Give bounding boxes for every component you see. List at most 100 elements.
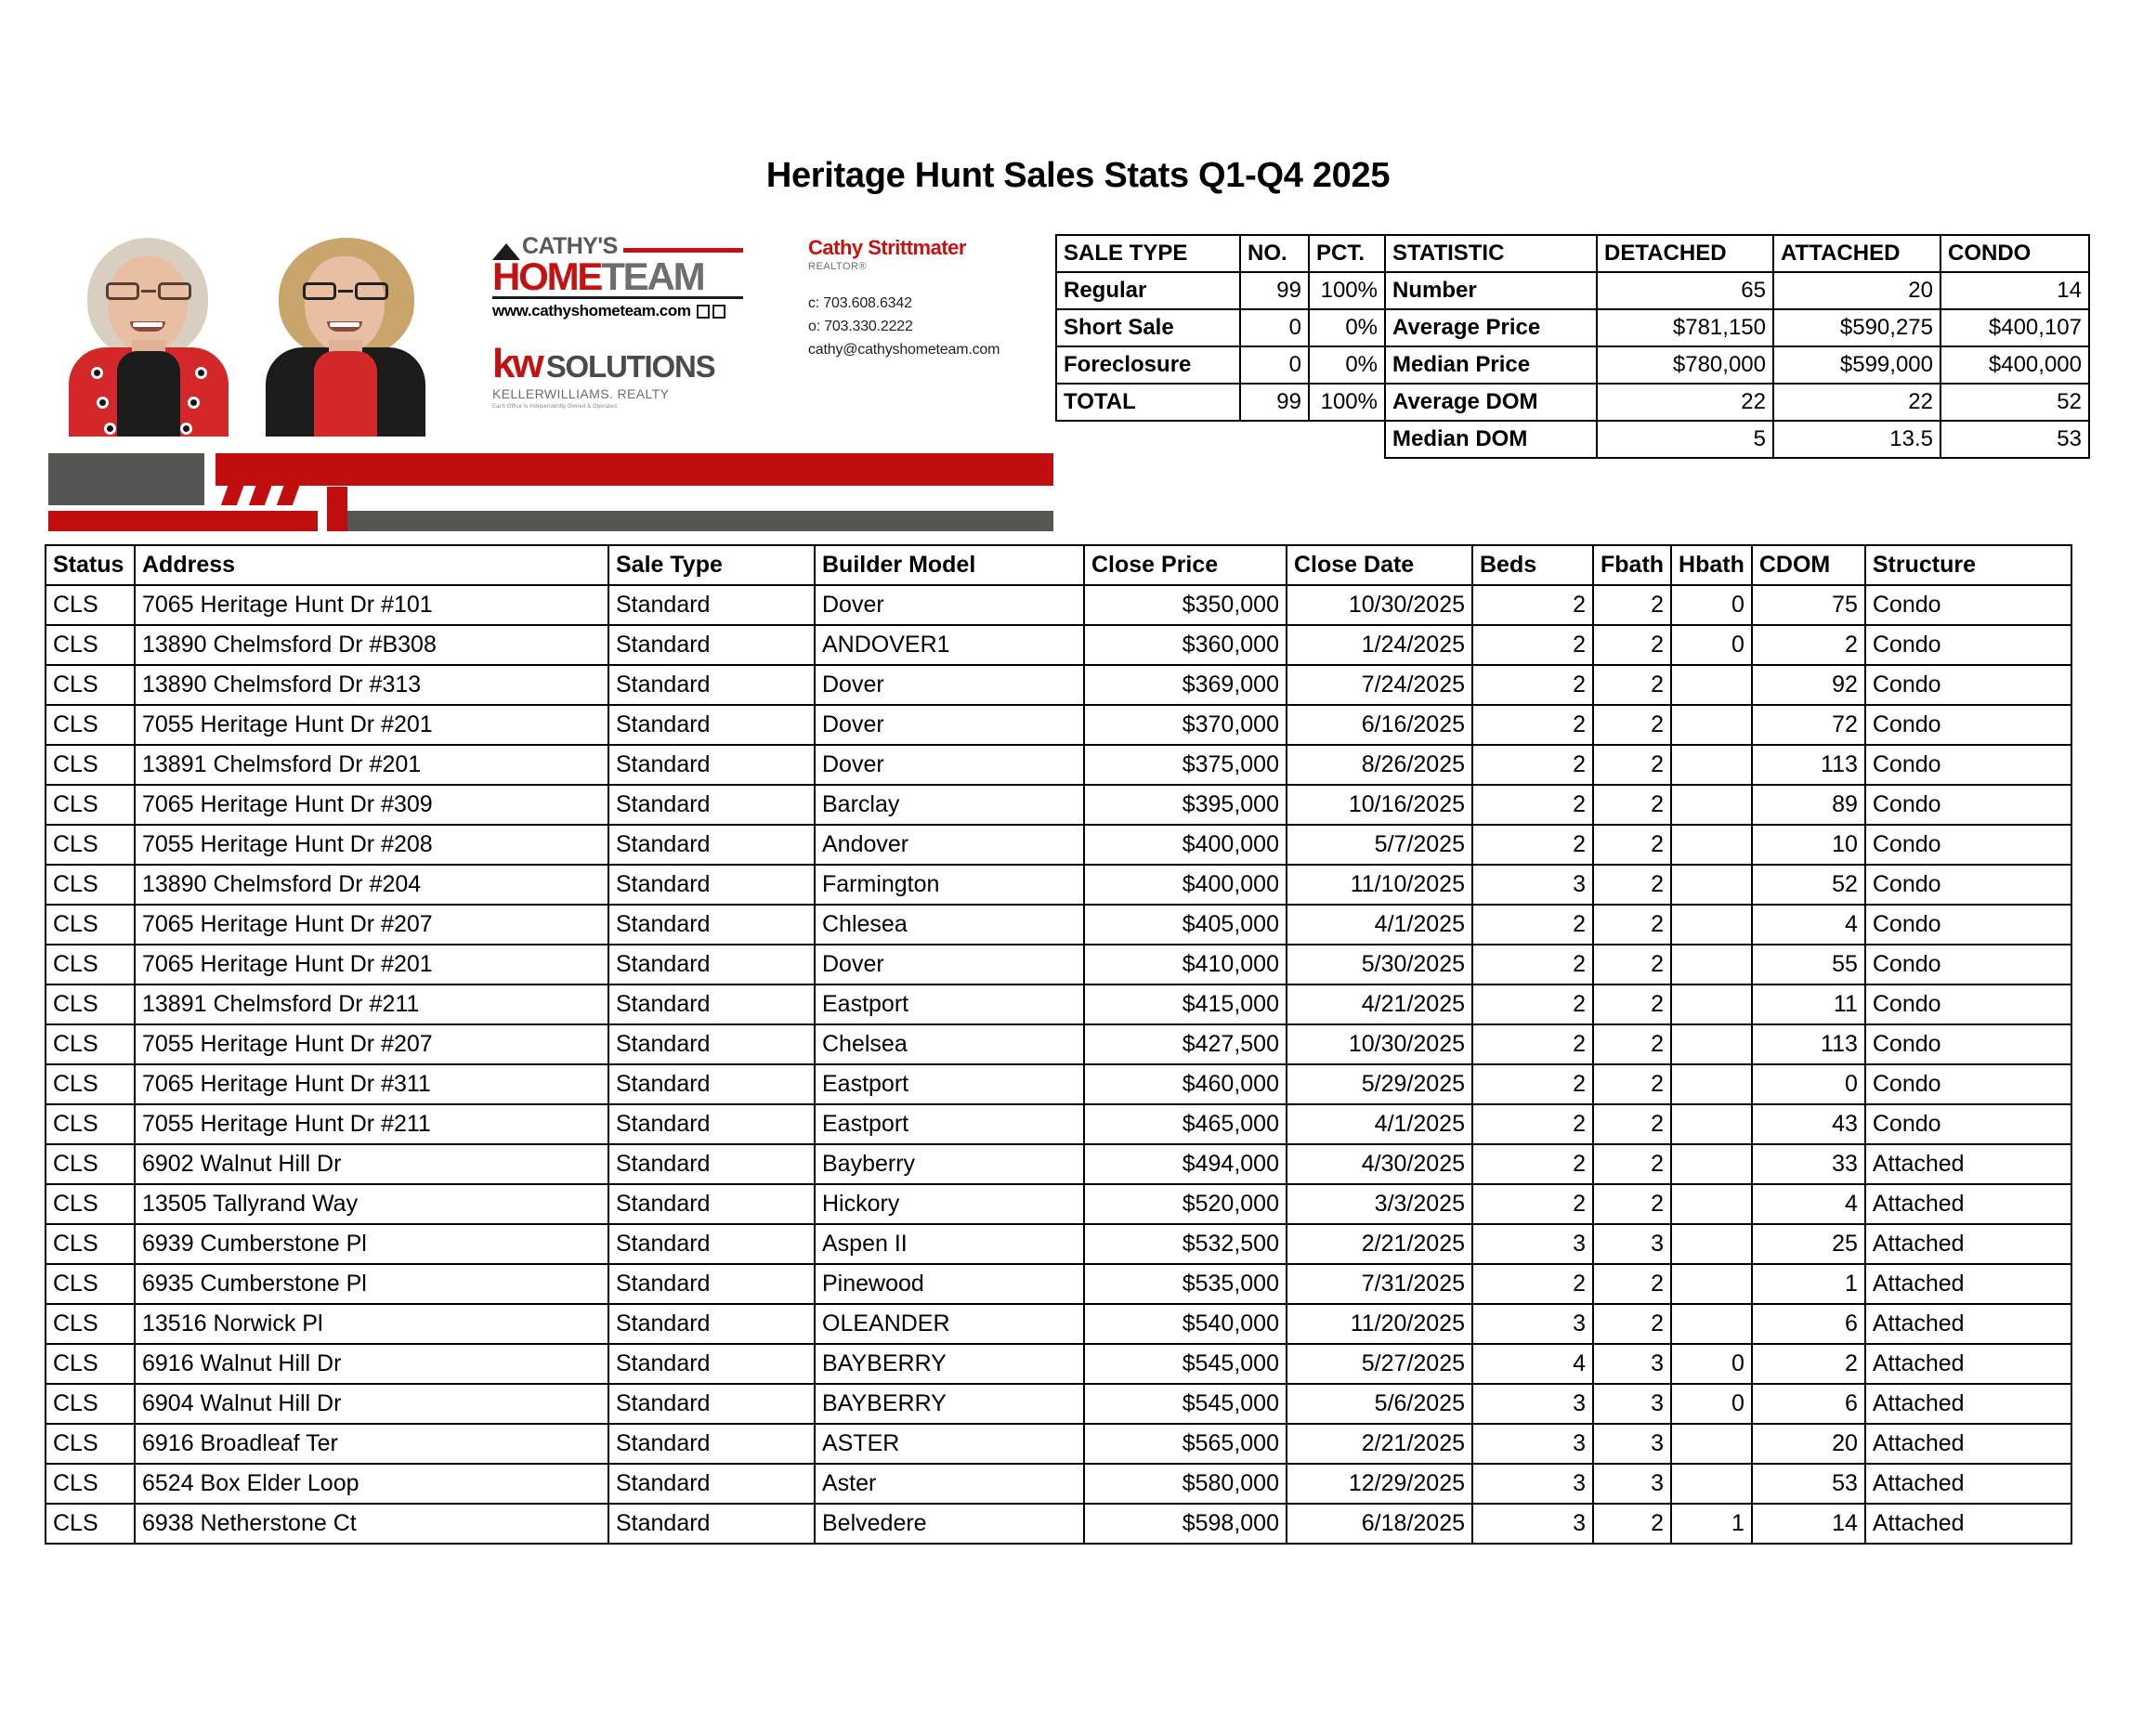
agent-photo-1 [56,225,242,437]
cell-close-price: $350,000 [1083,584,1287,626]
banner-gray-block [48,453,204,505]
logo-kw-text: kw [492,341,544,386]
cell-close-price: $370,000 [1083,704,1287,746]
table-row: CLS 13891 Chelmsford Dr #201 Standard Dover… [45,744,2072,786]
cell-close-date: 2/21/2025 [1286,1423,1473,1465]
cell-sale-type: Standard [608,1503,816,1545]
cell-close-date: 12/29/2025 [1286,1463,1473,1505]
cell-close-price: $535,000 [1083,1263,1287,1305]
cell-cdom: 53 [1750,1463,1866,1505]
cell-address: 13890 Chelmsford Dr #313 [134,664,609,706]
cell-cdom: 33 [1750,1143,1866,1185]
cell-structure: Condo [1863,624,2072,666]
stats-row: TOTAL 99 100% Average DOM 22 22 52 [1055,383,2090,422]
sale-type-pct: 0% [1308,346,1386,385]
cell-close-date: 3/3/2025 [1286,1183,1473,1225]
header-sale-type: SALE TYPE [1055,234,1241,273]
cell-sale-type: Standard [608,1383,816,1425]
agent-photos [56,225,446,438]
table-row: CLS 7065 Heritage Hunt Dr #101 Standard Dov… [45,584,2072,626]
cell-cdom: 11 [1750,984,1866,1025]
agent-name: Cathy Strittmater [808,236,966,259]
cell-fbath: 2 [1591,1143,1673,1185]
sale-type-label: Short Sale [1055,308,1241,347]
header-cdom: CDOM [1750,544,1866,586]
table-row: CLS 6938 Netherstone Ct Standard Belvedere $… [45,1503,2072,1545]
cathys-home-team-logo: CATHY'S HOMETEAM www.cathyshometeam.com [492,228,743,320]
cell-close-price: $395,000 [1083,784,1287,826]
cell-sale-type: Standard [608,984,816,1025]
logo-team-text: TEAM [601,254,705,298]
logo-red-rule [622,248,743,253]
cell-status: CLS [45,1463,136,1505]
cell-cdom: 113 [1750,744,1866,786]
table-row: CLS 13890 Chelmsford Dr #313 Standard Dover… [45,664,2072,706]
cell-status: CLS [45,1263,136,1305]
cell-beds: 3 [1471,1423,1594,1465]
statistic-attached: $590,275 [1772,308,1941,347]
cell-address: 6902 Walnut Hill Dr [134,1143,609,1185]
sale-type-no: 99 [1239,271,1310,310]
cell-hbath [1670,1103,1753,1145]
cell-close-price: $427,500 [1083,1023,1287,1065]
cell-beds: 2 [1471,1183,1594,1225]
cell-sale-type: Standard [608,1343,816,1385]
statistic-condo: 53 [1940,420,2090,459]
cell-beds: 2 [1471,744,1594,786]
table-row: CLS 7065 Heritage Hunt Dr #201 Standard Dov… [45,944,2072,985]
cell-hbath [1670,1023,1753,1065]
cell-status: CLS [45,864,136,906]
cell-fbath: 3 [1591,1423,1673,1465]
agent-office-phone: o: 703.330.2222 [808,318,913,334]
cell-sale-type: Standard [608,904,816,945]
statistic-condo: 52 [1940,383,2090,422]
cell-builder-model: Bayberry [814,1143,1085,1185]
cell-close-date: 11/10/2025 [1286,864,1473,906]
cell-close-price: $400,000 [1083,864,1287,906]
stats-row: Short Sale 0 0% Average Price $781,150 $… [1055,308,2090,347]
cell-address: 13891 Chelmsford Dr #211 [134,984,609,1025]
cell-builder-model: Aspen II [814,1223,1085,1265]
header-status: Status [45,544,136,586]
cell-hbath [1670,984,1753,1025]
decorative-banner [48,446,1053,531]
cell-beds: 2 [1471,904,1594,945]
cell-address: 6524 Box Elder Loop [134,1463,609,1505]
cell-sale-type: Standard [608,864,816,906]
cell-cdom: 92 [1750,664,1866,706]
cell-address: 6916 Walnut Hill Dr [134,1343,609,1385]
cell-close-date: 10/16/2025 [1286,784,1473,826]
cell-hbath: 1 [1670,1503,1753,1545]
cell-hbath [1670,1463,1753,1505]
stats-row: Median DOM 5 13.5 53 [1056,420,2090,459]
cell-fbath: 2 [1591,664,1673,706]
cell-builder-model: Dover [814,584,1085,626]
cell-structure: Attached [1863,1143,2072,1185]
cell-cdom: 52 [1750,864,1866,906]
cell-fbath: 2 [1591,744,1673,786]
table-row: CLS 6902 Walnut Hill Dr Standard Bayberry $4… [45,1143,2072,1185]
cell-close-price: $400,000 [1083,824,1287,866]
cell-cdom: 2 [1750,1343,1866,1385]
cell-fbath: 2 [1591,584,1673,626]
cell-close-date: 7/31/2025 [1286,1263,1473,1305]
cell-close-price: $410,000 [1083,944,1287,985]
cell-status: CLS [45,1343,136,1385]
cell-close-price: $494,000 [1083,1143,1287,1185]
eyeglasses-icon [303,282,388,300]
empty-cell [1309,421,1385,458]
header-sale-type: Sale Type [608,544,816,586]
cell-hbath [1670,1263,1753,1305]
cell-beds: 3 [1471,1223,1594,1265]
cell-close-price: $540,000 [1083,1303,1287,1345]
cell-address: 13505 Tallyrand Way [134,1183,609,1225]
cell-builder-model: Eastport [814,984,1085,1025]
header-no: NO. [1239,234,1310,273]
cell-close-date: 11/20/2025 [1286,1303,1473,1345]
cell-status: CLS [45,784,136,826]
cell-close-price: $465,000 [1083,1103,1287,1145]
cell-close-price: $598,000 [1083,1503,1287,1545]
cell-fbath: 3 [1591,1223,1673,1265]
cell-fbath: 2 [1591,1183,1673,1225]
cell-close-date: 8/26/2025 [1286,744,1473,786]
